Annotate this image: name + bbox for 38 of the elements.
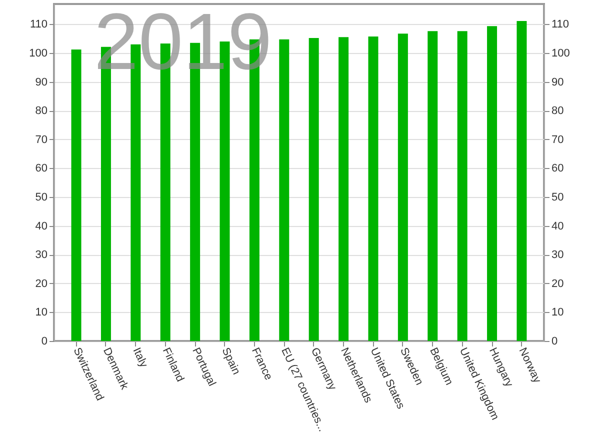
- bar: [279, 39, 290, 341]
- y2-tick-label: 40: [552, 220, 564, 232]
- y2-tick-label: 30: [552, 249, 564, 262]
- y2-tick-label: 100: [552, 47, 570, 60]
- bar: [516, 20, 527, 341]
- bar: [338, 37, 349, 341]
- bar: [428, 31, 438, 341]
- y-tick-label: 30: [35, 249, 48, 262]
- y-tick-label: 0: [41, 336, 48, 348]
- y-tick-label: 40: [35, 220, 48, 232]
- bar: [71, 50, 82, 341]
- y-tick-label: 50: [35, 191, 48, 204]
- y-tick-label: 100: [29, 47, 48, 60]
- bar: [308, 38, 319, 341]
- y2-tick-label: 80: [552, 105, 564, 118]
- bar: [487, 26, 498, 341]
- x-tick-label: Spain: [219, 346, 242, 377]
- y2-tick-label: 20: [552, 278, 564, 290]
- y2-tick-label: 60: [552, 162, 564, 175]
- y-tick-label: 60: [35, 162, 48, 175]
- x-tick-label: France: [249, 346, 274, 382]
- y2-tick-label: 50: [552, 191, 564, 204]
- y-tick-label: 10: [35, 306, 48, 319]
- bar: [368, 36, 378, 341]
- y-tick-label: 90: [35, 76, 48, 88]
- bar: [457, 31, 468, 341]
- y2-tick-label: 110: [552, 18, 570, 31]
- y-tick-label: 80: [35, 105, 48, 118]
- y2-tick-label: 10: [552, 306, 564, 319]
- y2-tick-label: 90: [552, 76, 564, 88]
- annotation: 2019: [94, 0, 272, 86]
- bar: [398, 34, 408, 341]
- y-tick-label: 70: [35, 134, 48, 146]
- y2-tick-label: 70: [552, 134, 564, 146]
- y-tick-label: 110: [30, 18, 48, 31]
- y-tick-label: 20: [35, 278, 48, 290]
- x-tick-label: Italy: [130, 346, 150, 370]
- y2-tick-label: 0: [552, 336, 558, 348]
